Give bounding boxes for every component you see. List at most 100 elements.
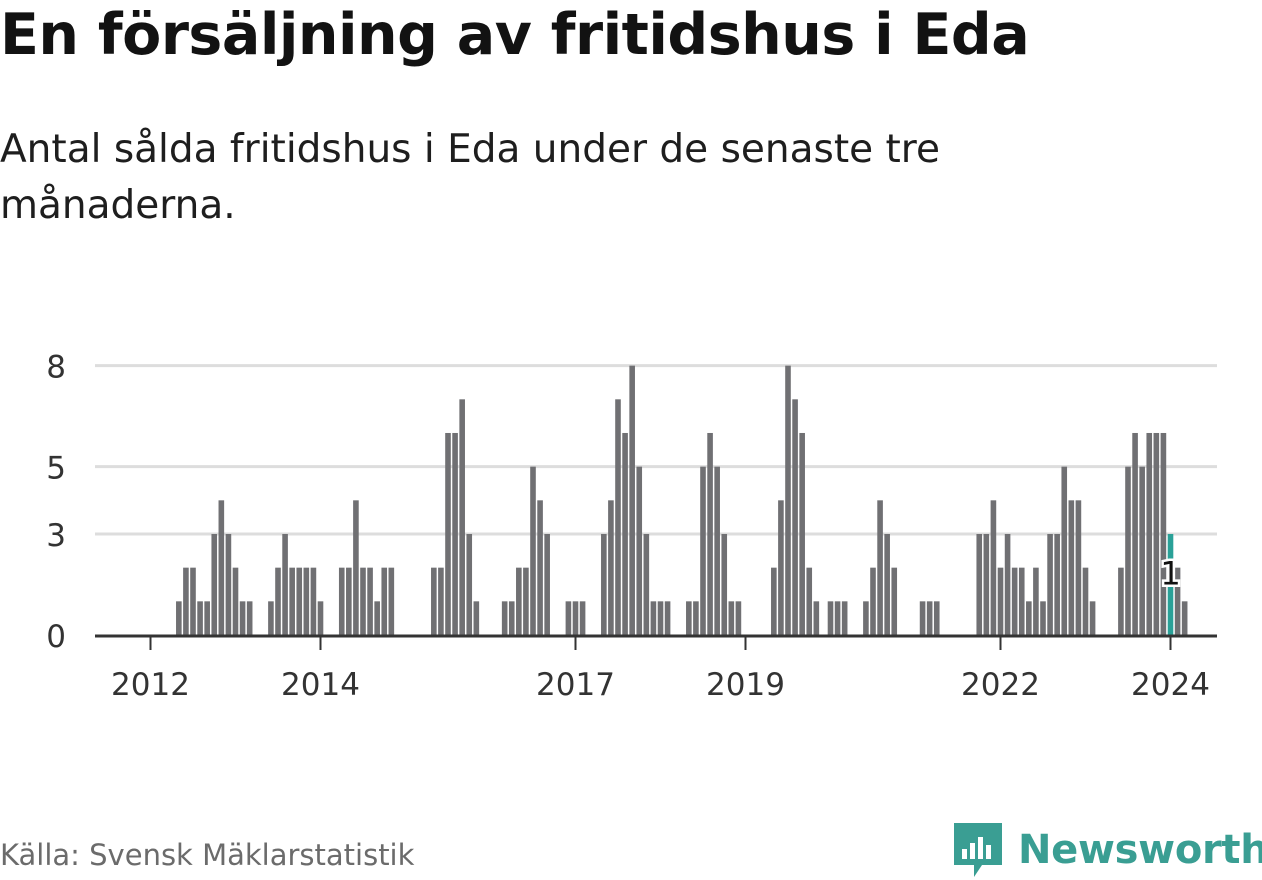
bar — [919, 601, 926, 635]
bar — [374, 601, 380, 635]
bar — [572, 601, 579, 635]
bar — [381, 567, 388, 635]
bar — [1153, 432, 1160, 635]
bar — [204, 601, 210, 635]
bar — [1033, 567, 1039, 635]
bar — [466, 533, 473, 635]
bar — [1132, 432, 1138, 635]
bar — [1089, 601, 1096, 635]
bar — [438, 567, 444, 635]
bar — [1047, 533, 1053, 635]
x-tick-label: 2024 — [1131, 667, 1210, 703]
bar — [516, 567, 522, 635]
bar — [197, 601, 203, 635]
bar — [388, 567, 395, 635]
bar — [877, 500, 883, 635]
bar — [1026, 601, 1032, 635]
bar — [459, 399, 465, 635]
bar — [1018, 567, 1025, 635]
bar — [650, 601, 657, 635]
brand-name: Newsworthy — [1018, 827, 1262, 873]
bar — [1068, 500, 1075, 635]
bar — [537, 500, 543, 635]
bar — [1011, 567, 1018, 635]
bar — [1082, 567, 1089, 635]
bar — [721, 533, 728, 635]
bar — [664, 601, 671, 635]
bar — [190, 567, 196, 635]
bar — [728, 601, 735, 635]
x-tick-label: 2019 — [706, 667, 785, 703]
bar — [1174, 567, 1181, 635]
chart-title: En försäljning av fritidshus i Eda — [0, 2, 1030, 68]
y-tick-label: 0 — [46, 619, 66, 655]
bar — [317, 601, 324, 635]
bar — [338, 567, 345, 635]
bar — [735, 601, 742, 635]
bar — [622, 432, 628, 635]
bar — [530, 466, 536, 635]
bar — [707, 432, 713, 635]
bar — [232, 567, 239, 635]
bar — [501, 601, 508, 635]
source-label: Källa: Svensk Mäklarstatistik — [0, 838, 415, 872]
bar — [657, 601, 664, 635]
bar — [1146, 432, 1153, 635]
bar — [211, 533, 218, 635]
bar — [799, 432, 805, 635]
bar — [544, 533, 550, 635]
bar — [806, 567, 813, 635]
bar — [615, 399, 621, 635]
bar — [700, 466, 706, 635]
bar — [792, 399, 798, 635]
bar — [1118, 567, 1124, 635]
bar — [926, 601, 933, 635]
bar — [714, 466, 720, 635]
x-tick-label: 2014 — [281, 667, 360, 703]
bar — [686, 601, 692, 635]
bar — [891, 567, 898, 635]
bar — [246, 601, 253, 635]
newsworthy-logo-icon — [954, 823, 1002, 877]
bar — [1181, 601, 1188, 635]
y-tick-label: 5 — [46, 451, 66, 487]
x-tick-label: 2017 — [536, 667, 615, 703]
bar — [346, 567, 352, 635]
bar — [1160, 432, 1167, 635]
highlight-value-label: 1 — [1160, 554, 1180, 592]
bar — [813, 601, 820, 635]
bar — [282, 533, 288, 635]
bar — [827, 601, 834, 635]
bar — [445, 432, 451, 635]
bar — [289, 567, 295, 635]
bar — [296, 567, 303, 635]
bar — [303, 567, 310, 635]
bar — [1075, 500, 1082, 635]
bar — [452, 432, 458, 635]
bar — [778, 500, 784, 635]
bar — [275, 567, 281, 635]
bar — [310, 567, 317, 635]
bar — [225, 533, 232, 635]
chart-subtitle: Antal sålda fritidshus i Eda under de se… — [0, 127, 940, 228]
bar — [523, 567, 529, 635]
bar — [636, 466, 643, 635]
bar — [933, 601, 940, 635]
bar — [353, 500, 359, 635]
bar — [863, 601, 869, 635]
bar — [1054, 533, 1060, 635]
bar — [1040, 601, 1046, 635]
brand-logo[interactable]: Newsworthy — [952, 820, 1262, 880]
y-tick-label: 3 — [46, 518, 66, 554]
bar — [983, 533, 990, 635]
bar — [976, 533, 983, 635]
bar — [268, 601, 274, 635]
bar — [643, 533, 650, 635]
bar — [367, 567, 373, 635]
x-tick-label: 2012 — [111, 667, 190, 703]
bar-highlight — [1167, 533, 1174, 635]
bar — [997, 567, 1004, 635]
bar — [608, 500, 614, 635]
bar — [565, 601, 572, 635]
bar — [785, 365, 791, 635]
